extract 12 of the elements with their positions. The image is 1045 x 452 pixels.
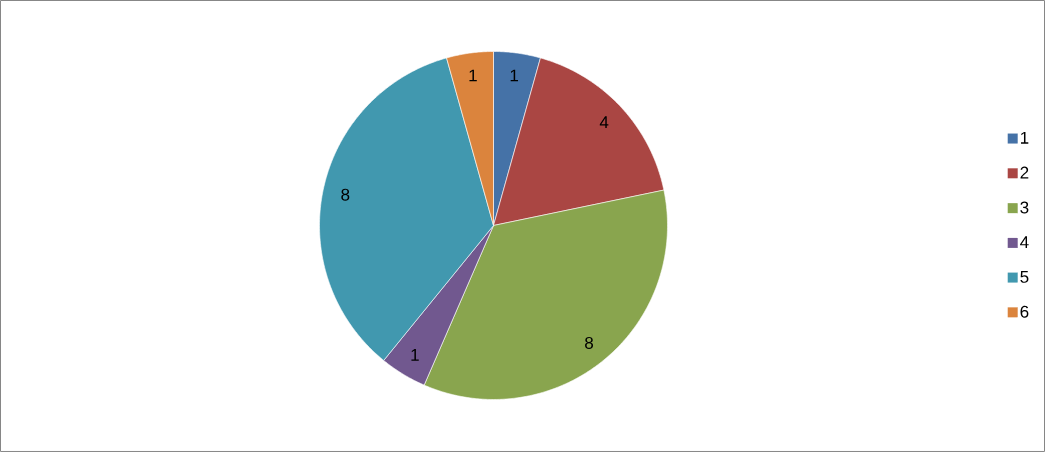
legend-label: 6 [1020,305,1029,318]
data-label: 1 [510,69,519,82]
legend-label: 5 [1020,270,1029,283]
data-label: 8 [341,188,350,201]
legend-label: 4 [1020,236,1029,249]
legend-label: 3 [1020,201,1029,214]
data-label: 1 [469,69,477,82]
data-label: 4 [599,116,609,129]
data-label: 1 [411,348,419,361]
data-label: 8 [585,336,594,349]
legend-label: 2 [1020,166,1029,179]
legend-label: 1 [1020,131,1029,144]
